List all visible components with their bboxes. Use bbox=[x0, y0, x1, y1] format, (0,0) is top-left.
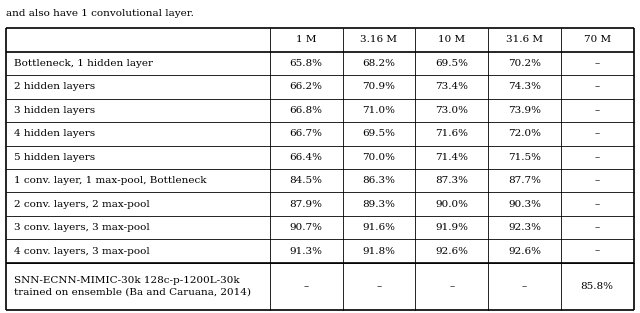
Text: –: – bbox=[595, 223, 600, 232]
Text: –: – bbox=[303, 282, 309, 291]
Text: 65.8%: 65.8% bbox=[290, 59, 323, 68]
Text: 69.5%: 69.5% bbox=[435, 59, 468, 68]
Text: 71.0%: 71.0% bbox=[362, 106, 396, 115]
Text: –: – bbox=[449, 282, 454, 291]
Text: –: – bbox=[376, 282, 381, 291]
Text: 3.16 M: 3.16 M bbox=[360, 35, 397, 44]
Text: –: – bbox=[595, 82, 600, 91]
Text: –: – bbox=[595, 247, 600, 256]
Text: –: – bbox=[595, 176, 600, 185]
Text: 91.6%: 91.6% bbox=[362, 223, 396, 232]
Text: 70.9%: 70.9% bbox=[362, 82, 396, 91]
Text: 66.4%: 66.4% bbox=[290, 153, 323, 162]
Text: 70 M: 70 M bbox=[584, 35, 611, 44]
Text: 68.2%: 68.2% bbox=[362, 59, 396, 68]
Text: –: – bbox=[595, 59, 600, 68]
Text: and also have 1 convolutional layer.: and also have 1 convolutional layer. bbox=[6, 9, 195, 18]
Text: 89.3%: 89.3% bbox=[362, 200, 396, 209]
Text: 91.9%: 91.9% bbox=[435, 223, 468, 232]
Text: 2 hidden layers: 2 hidden layers bbox=[14, 82, 95, 91]
Text: 91.8%: 91.8% bbox=[362, 247, 396, 256]
Text: 86.3%: 86.3% bbox=[362, 176, 396, 185]
Text: 73.0%: 73.0% bbox=[435, 106, 468, 115]
Text: 87.3%: 87.3% bbox=[435, 176, 468, 185]
Text: SNN-ECNN-MIMIC-30k 128c-p-1200L-30k
trained on ensemble (Ba and Caruana, 2014): SNN-ECNN-MIMIC-30k 128c-p-1200L-30k trai… bbox=[14, 276, 251, 296]
Text: 66.2%: 66.2% bbox=[290, 82, 323, 91]
Text: 72.0%: 72.0% bbox=[508, 129, 541, 138]
Text: 1 conv. layer, 1 max-pool, Bottleneck: 1 conv. layer, 1 max-pool, Bottleneck bbox=[14, 176, 207, 185]
Text: 71.5%: 71.5% bbox=[508, 153, 541, 162]
Text: –: – bbox=[595, 106, 600, 115]
Text: 74.3%: 74.3% bbox=[508, 82, 541, 91]
Text: 4 hidden layers: 4 hidden layers bbox=[14, 129, 95, 138]
Text: 5 hidden layers: 5 hidden layers bbox=[14, 153, 95, 162]
Text: 2 conv. layers, 2 max-pool: 2 conv. layers, 2 max-pool bbox=[14, 200, 150, 209]
Text: 70.2%: 70.2% bbox=[508, 59, 541, 68]
Text: 92.3%: 92.3% bbox=[508, 223, 541, 232]
Text: 73.9%: 73.9% bbox=[508, 106, 541, 115]
Text: 71.4%: 71.4% bbox=[435, 153, 468, 162]
Text: 92.6%: 92.6% bbox=[508, 247, 541, 256]
Text: 3 conv. layers, 3 max-pool: 3 conv. layers, 3 max-pool bbox=[14, 223, 150, 232]
Text: 85.8%: 85.8% bbox=[580, 282, 614, 291]
Text: 87.7%: 87.7% bbox=[508, 176, 541, 185]
Text: 84.5%: 84.5% bbox=[290, 176, 323, 185]
Text: 71.6%: 71.6% bbox=[435, 129, 468, 138]
Text: 4 conv. layers, 3 max-pool: 4 conv. layers, 3 max-pool bbox=[14, 247, 150, 256]
Text: 92.6%: 92.6% bbox=[435, 247, 468, 256]
Text: Bottleneck, 1 hidden layer: Bottleneck, 1 hidden layer bbox=[14, 59, 153, 68]
Text: 73.4%: 73.4% bbox=[435, 82, 468, 91]
Text: –: – bbox=[595, 129, 600, 138]
Text: 90.0%: 90.0% bbox=[435, 200, 468, 209]
Text: 91.3%: 91.3% bbox=[290, 247, 323, 256]
Text: 66.7%: 66.7% bbox=[290, 129, 323, 138]
Text: –: – bbox=[595, 153, 600, 162]
Text: 10 M: 10 M bbox=[438, 35, 465, 44]
Text: –: – bbox=[522, 282, 527, 291]
Text: 69.5%: 69.5% bbox=[362, 129, 396, 138]
Text: –: – bbox=[595, 200, 600, 209]
Text: 1 M: 1 M bbox=[296, 35, 316, 44]
Text: 31.6 M: 31.6 M bbox=[506, 35, 543, 44]
Text: 3 hidden layers: 3 hidden layers bbox=[14, 106, 95, 115]
Text: 66.8%: 66.8% bbox=[290, 106, 323, 115]
Text: 90.7%: 90.7% bbox=[290, 223, 323, 232]
Text: 87.9%: 87.9% bbox=[290, 200, 323, 209]
Text: 70.0%: 70.0% bbox=[362, 153, 396, 162]
Text: 90.3%: 90.3% bbox=[508, 200, 541, 209]
